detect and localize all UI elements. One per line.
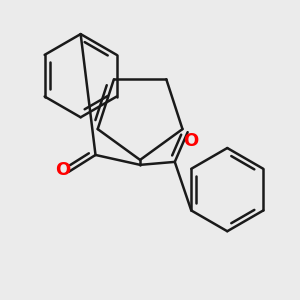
Text: O: O bbox=[183, 132, 198, 150]
Text: O: O bbox=[55, 161, 70, 179]
